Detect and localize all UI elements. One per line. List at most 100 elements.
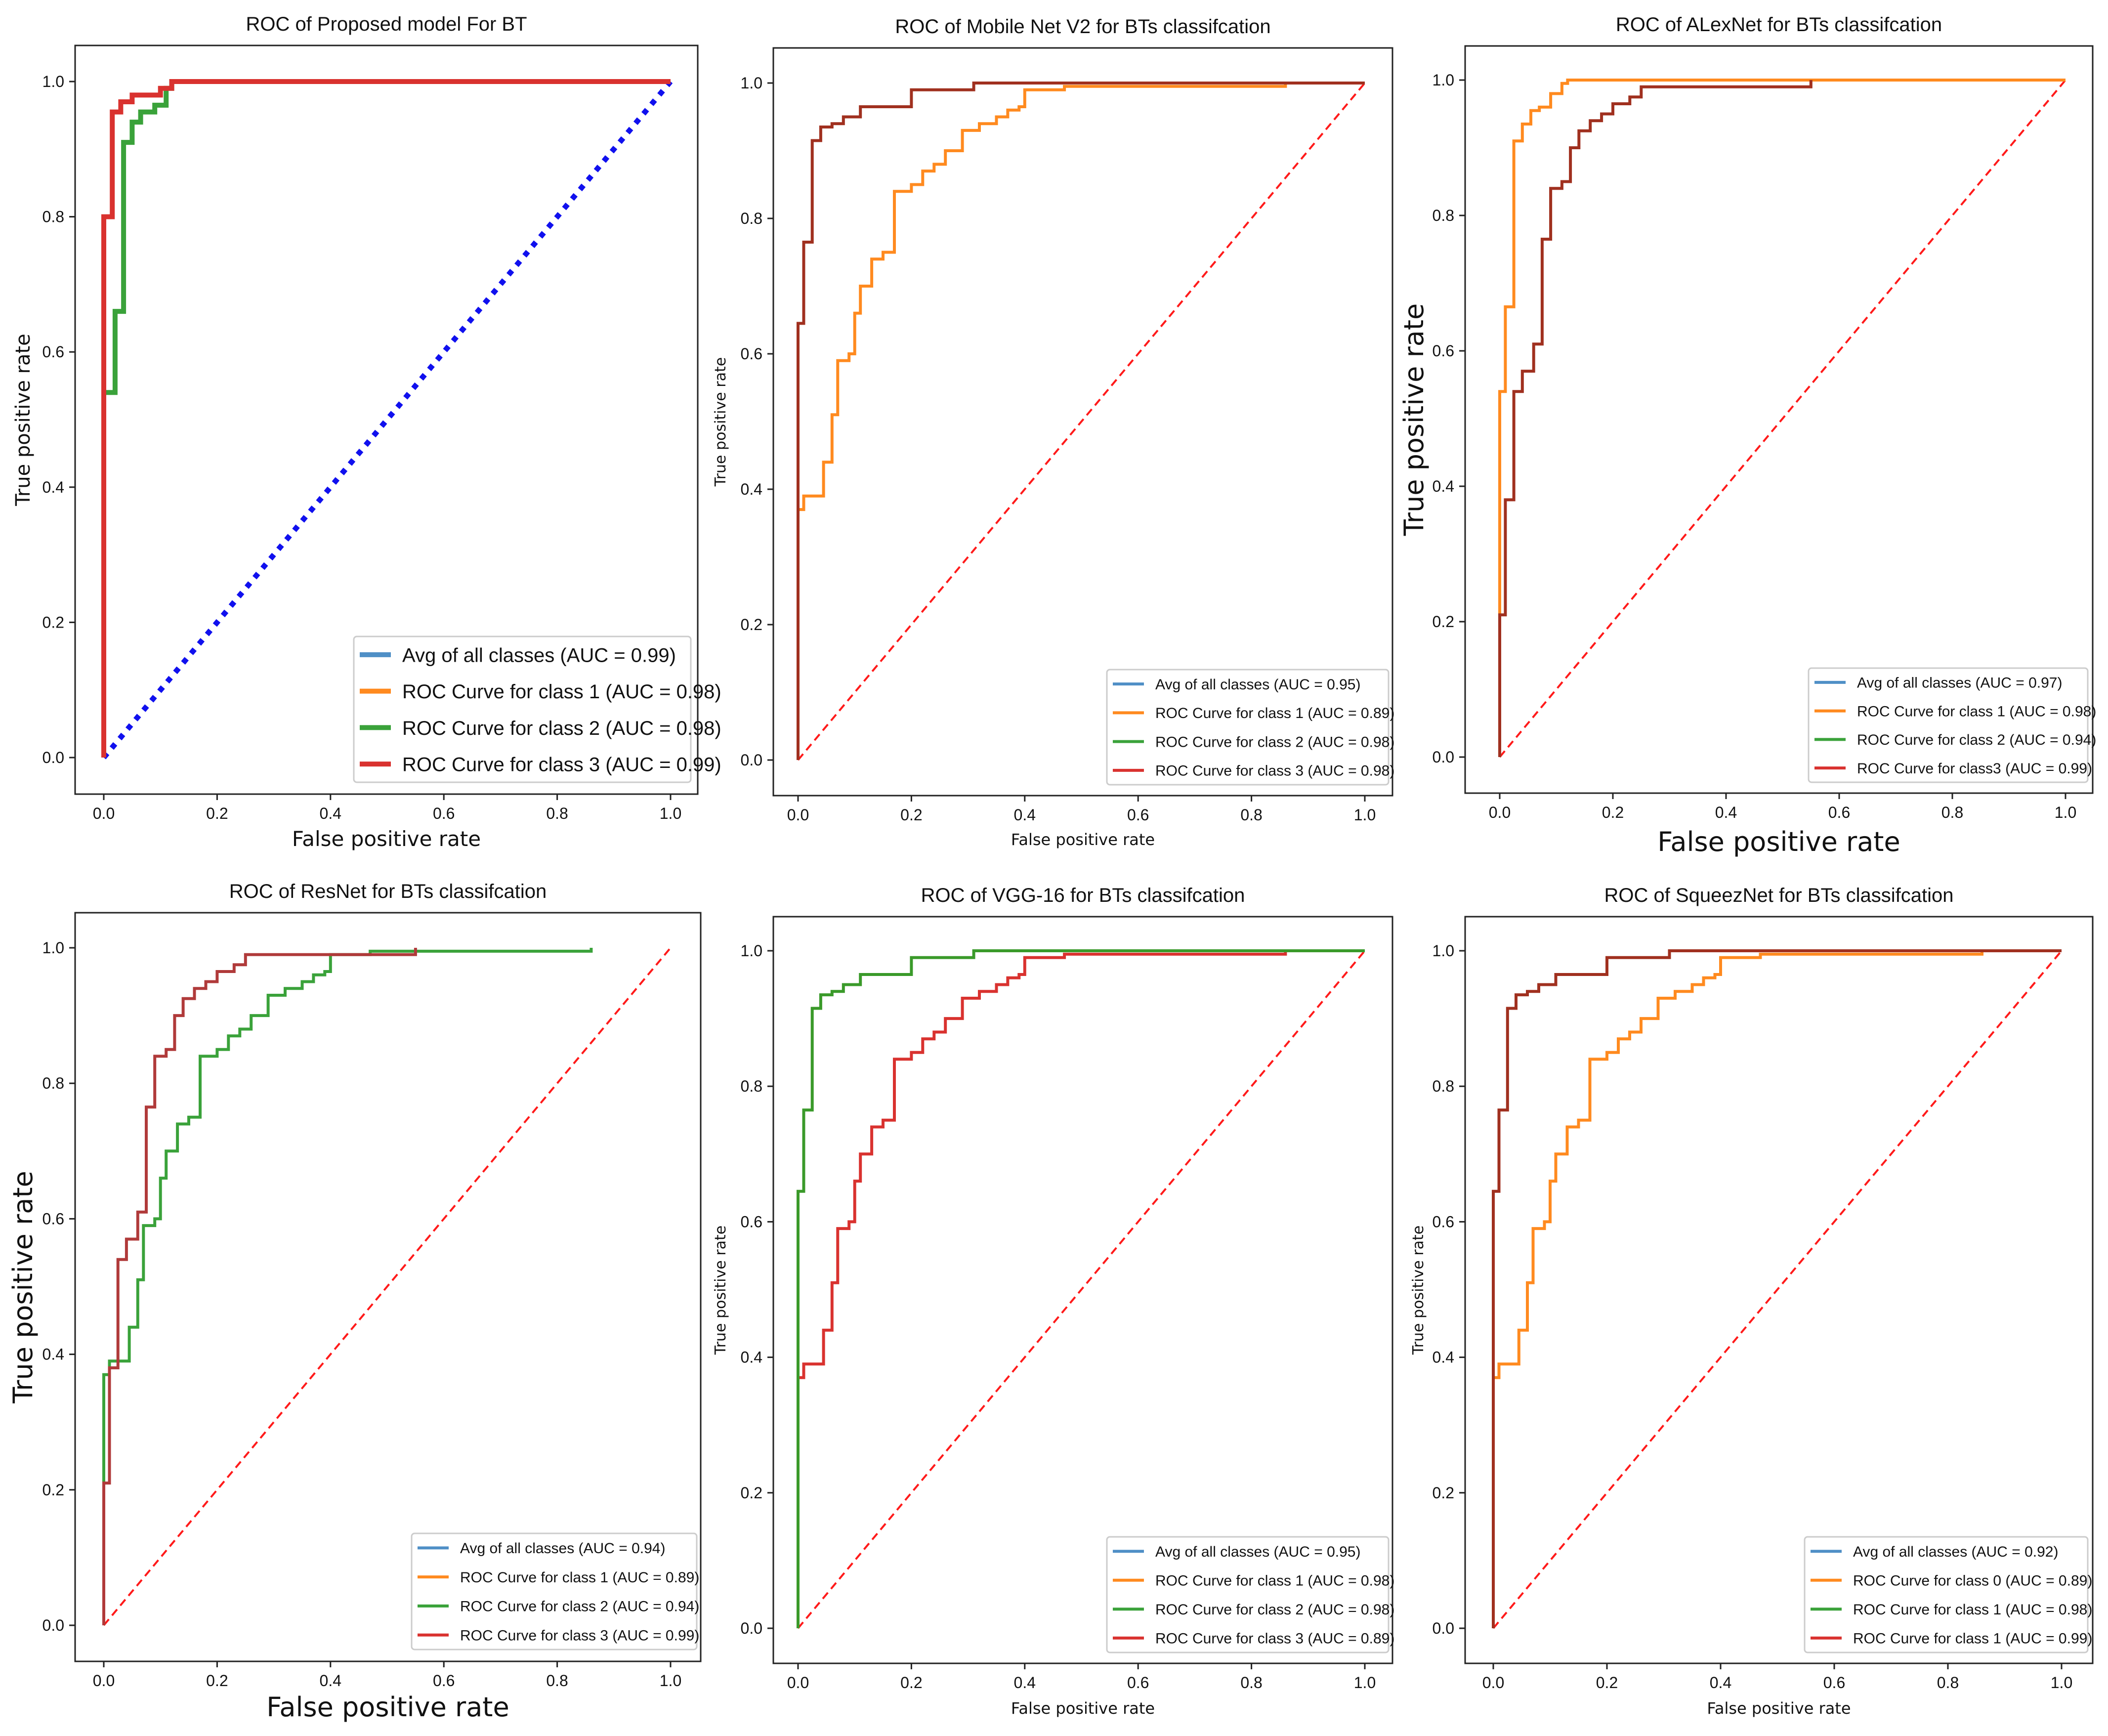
y-tick-label: 1.0 [42, 939, 64, 957]
y-tick-label: 1.0 [1433, 942, 1454, 960]
y-tick-label: 0.2 [741, 1484, 762, 1502]
y-tick-label: 0.0 [42, 1616, 64, 1634]
roc-panel-2: ROC of Mobile Net V2 for BTs classifcati… [712, 16, 1394, 849]
x-tick-label: 1.0 [660, 804, 681, 822]
y-tick-label: 0.4 [42, 1346, 64, 1363]
legend: Avg of all classes (AUC = 0.99) ROC Curve… [353, 635, 721, 783]
y-tick-label: 1.0 [741, 942, 762, 960]
x-tick-label: 0.0 [787, 806, 809, 824]
y-tick-label: 0.0 [1433, 748, 1454, 766]
y-tick-label: 1.0 [741, 74, 762, 92]
y-tick-label: 0.2 [42, 1481, 64, 1499]
y-tick-label: 0.4 [1433, 1349, 1454, 1366]
y-tick-label: 0.8 [741, 210, 762, 227]
legend-entry-label: ROC Curve for class 2 (AUC = 0.98) [402, 718, 721, 739]
x-tick-label: 0.8 [1240, 806, 1262, 824]
y-tick-label: 0.6 [741, 1213, 762, 1230]
legend-entry-label: ROC Curve for class 3 (AUC = 0.98) [1155, 763, 1394, 779]
x-tick-label: 0.4 [1710, 1674, 1731, 1692]
x-tick-label: 0.6 [1828, 804, 1850, 821]
legend-entry-label: Avg of all classes (AUC = 0.94) [460, 1540, 665, 1557]
y-tick-label: 0.0 [1433, 1619, 1454, 1637]
x-tick-label: 0.2 [1596, 1674, 1618, 1692]
y-tick-label: 1.0 [1433, 71, 1454, 89]
chart-title: ROC of Proposed model For BT [246, 13, 527, 35]
legend-entry-label: ROC Curve for class 3 (AUC = 0.89) [1155, 1631, 1394, 1647]
legend-entry-label: ROC Curve for class 2 (AUC = 0.98) [1155, 734, 1394, 750]
x-tick-label: 0.4 [1014, 806, 1036, 824]
y-tick-label: 0.6 [741, 345, 762, 363]
roc-curve-1 [1498, 79, 2066, 757]
x-tick-label: 0.6 [1127, 806, 1149, 824]
diagonal-reference-line [1492, 950, 2063, 1629]
x-tick-label: 0.0 [787, 1674, 809, 1692]
x-tick-label: 0.4 [320, 804, 341, 822]
legend-box [1804, 1536, 2089, 1653]
roc-curve-1 [1492, 951, 1983, 1628]
legend-entry-label: ROC Curve for class 2 (AUC = 0.94) [460, 1599, 699, 1615]
x-tick-label: 1.0 [660, 1672, 681, 1690]
legend-entry-label: ROC Curve for class 1 (AUC = 0.98) [402, 681, 721, 703]
chart-title: ROC of ResNet for BTs classifcation [229, 881, 547, 902]
roc-panel-1: ROC of Proposed model For BT 0.0 0.2 0.4 0.6… [12, 13, 721, 851]
x-tick-label: 0.4 [1014, 1674, 1036, 1692]
x-tick-label: 1.0 [1354, 1674, 1376, 1692]
diagonal-reference-line [797, 82, 1366, 761]
plot-frame [772, 47, 1393, 797]
x-tick-label: 0.0 [93, 804, 115, 822]
y-tick-label: 0.0 [741, 1619, 762, 1637]
plot-frame [74, 44, 699, 795]
x-axis-label: False positive rate [1011, 830, 1155, 849]
legend-entry-label: ROC Curve for class 1 (AUC = 0.98) [1857, 703, 2096, 720]
x-tick-label: 1.0 [2051, 1674, 2072, 1692]
chart-title: ROC of Mobile Net V2 for BTs classifcati… [895, 16, 1270, 38]
x-tick-label: 0.4 [320, 1672, 341, 1690]
legend-entry-label: ROC Curve for class3 (AUC = 0.99) [1857, 761, 2092, 777]
x-tick-label: 0.2 [900, 806, 922, 824]
y-axis-label: True positive rate [1410, 1226, 1427, 1355]
legend-entry-label: ROC Curve for class 2 (AUC = 0.98) [1155, 1602, 1394, 1618]
roc-curve-2 [1492, 949, 2062, 1628]
roc-curve-1 [797, 951, 1287, 1628]
roc-panel-5: ROC of VGG-16 for BTs classifcation 0.0 0.… [712, 885, 1394, 1718]
y-axis-label: True positive rate [7, 1171, 39, 1404]
y-tick-label: 0.0 [741, 751, 762, 769]
y-tick-label: 0.8 [1433, 207, 1454, 224]
x-tick-label: 0.6 [433, 1672, 455, 1690]
x-tick-label: 0.2 [206, 1672, 228, 1690]
legend-entry-label: ROC Curve for class 2 (AUC = 0.94) [1857, 732, 2096, 748]
y-axis-label: True positive rate [12, 334, 35, 507]
y-tick-label: 0.2 [741, 616, 762, 634]
legend: Avg of all classes (AUC = 0.94) ROC Curve… [411, 1532, 699, 1651]
y-axis-label: True positive rate [1398, 303, 1430, 537]
legend-entry-label: Avg of all classes (AUC = 0.92) [1853, 1544, 2058, 1560]
y-tick-label: 0.4 [1433, 477, 1454, 495]
plot-frame [74, 912, 702, 1662]
x-tick-label: 0.8 [1937, 1674, 1959, 1692]
x-tick-label: 0.4 [1715, 804, 1737, 821]
legend-box [1808, 667, 2089, 783]
legend-entry-label: Avg of all classes (AUC = 0.95) [1155, 677, 1360, 693]
x-tick-label: 0.2 [900, 1674, 922, 1692]
legend-entry-label: ROC Curve for class 1 (AUC = 0.89) [460, 1569, 699, 1586]
x-tick-label: 0.0 [1482, 1674, 1504, 1692]
roc-panel-4: ROC of ResNet for BTs classifcation 0.0 0.… [7, 881, 702, 1723]
legend: Avg of all classes (AUC = 0.92) ROC Curve… [1804, 1536, 2092, 1653]
legend-entry-label: ROC Curve for class 1 (AUC = 0.99) [1853, 1631, 2092, 1647]
chart-title: ROC of VGG-16 for BTs classifcation [921, 885, 1245, 906]
diagonal-reference-line [103, 947, 672, 1626]
roc-curve-1 [102, 948, 593, 1625]
legend: Avg of all classes (AUC = 0.97) ROC Curve… [1808, 667, 2096, 783]
x-tick-label: 1.0 [1354, 806, 1376, 824]
legend-entry-label: ROC Curve for class 1 (AUC = 0.98) [1155, 1573, 1394, 1589]
y-tick-label: 0.8 [42, 1074, 64, 1092]
plot-frame [1464, 916, 2094, 1664]
y-axis-label: True positive rate [712, 357, 729, 487]
x-tick-label: 0.8 [1240, 1674, 1262, 1692]
chart-title: ROC of SqueezNet for BTs classifcation [1604, 885, 1954, 906]
y-tick-label: 0.8 [42, 208, 64, 226]
plot-frame [1464, 45, 2094, 794]
x-tick-label: 0.2 [206, 804, 228, 822]
x-axis-label: False positive rate [266, 1692, 509, 1723]
